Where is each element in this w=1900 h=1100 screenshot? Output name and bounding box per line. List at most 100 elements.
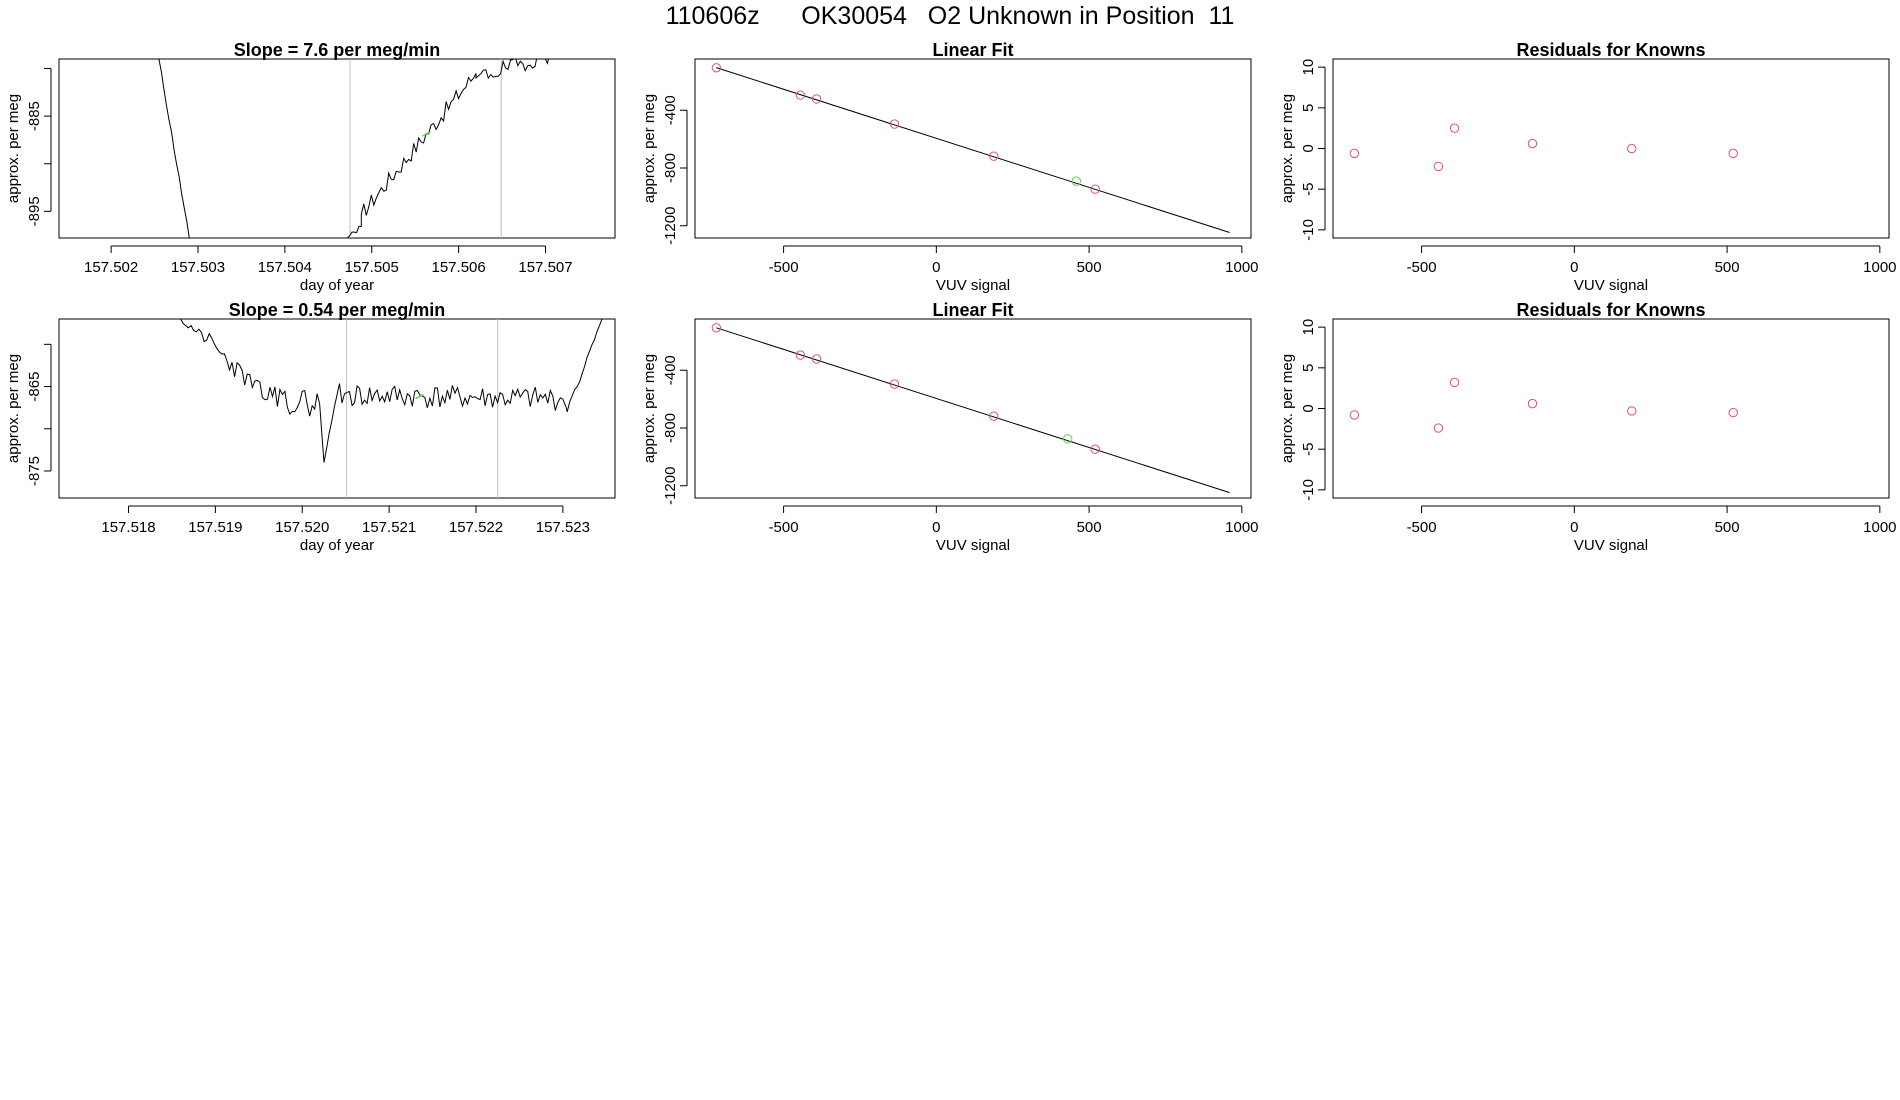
plot-area (1349, 123, 1738, 172)
residual-point (1449, 377, 1460, 388)
residual-point (1627, 143, 1637, 154)
fit-line (716, 327, 1230, 494)
x-axis-label: VUV signal (1574, 277, 1648, 294)
x-tick-label: 157.518 (101, 519, 155, 536)
panel-title: Linear Fit (932, 300, 1013, 320)
fit-line (716, 67, 1230, 233)
plot-frame (1332, 58, 1890, 239)
panel-fit1: Linear Fit -500 0 500 1000 VUV signal -1200 -80… (641, 40, 1259, 294)
y-tick-label: -5 (1300, 183, 1317, 196)
x-tick-label: -500 (769, 519, 799, 536)
known-point (711, 63, 722, 73)
known-point (1090, 444, 1100, 454)
y-tick-label: -1200 (662, 207, 679, 245)
x-tick-label: 157.506 (432, 259, 486, 276)
y-tick-label: 5 (1300, 364, 1317, 372)
y-tick-label: -10 (1300, 479, 1317, 501)
residual-point (1527, 138, 1538, 149)
panel-title: Residuals for Knowns (1516, 300, 1705, 320)
y-tick-label: 10 (1300, 59, 1317, 76)
x-tick-label: -500 (1407, 519, 1437, 536)
residual-point (1728, 148, 1738, 159)
x-tick-label: 500 (1715, 519, 1740, 536)
plot-area (158, 59, 550, 238)
x-tick-label: 0 (1570, 259, 1578, 276)
plot-frame (58, 58, 616, 239)
x-tick-label: -500 (769, 259, 799, 276)
residual-point (1349, 410, 1360, 420)
plot-frame (694, 318, 1252, 499)
x-tick-label: 500 (1715, 259, 1740, 276)
x-tick-label: 157.523 (536, 519, 590, 536)
known-point (989, 151, 999, 161)
y-tick-label: -865 (26, 372, 43, 402)
panel-title: Slope = 0.54 per meg/min (229, 300, 446, 320)
known-point (889, 119, 900, 129)
residual-point (1449, 123, 1460, 133)
y-axis-label: approx. per meg (5, 94, 22, 203)
residual-point (1728, 407, 1738, 418)
y-tick-label: -10 (1300, 219, 1317, 241)
x-tick-label: 0 (932, 259, 940, 276)
y-tick-label: 10 (1300, 319, 1317, 336)
y-axis-label: approx. per meg (5, 354, 22, 463)
plot-area (1349, 377, 1738, 433)
x-tick-label: 157.502 (84, 259, 138, 276)
plot-frame (58, 318, 616, 499)
unknown-point (1063, 434, 1073, 444)
x-tick-label: 500 (1077, 259, 1102, 276)
panel-title: Linear Fit (932, 40, 1013, 60)
known-point (811, 94, 822, 104)
plot-area (711, 63, 1230, 233)
residual-point (1527, 398, 1538, 409)
y-axis-label: approx. per meg (1279, 354, 1296, 463)
y-tick-label: -400 (662, 355, 679, 385)
y-tick-label: -885 (26, 101, 43, 131)
y-tick-label: -5 (1300, 443, 1317, 456)
x-tick-label: 157.522 (449, 519, 503, 536)
y-tick-label: -800 (662, 413, 679, 443)
residual-point (1627, 406, 1637, 416)
signal-trace (158, 59, 550, 238)
x-tick-label: 1000 (1225, 259, 1258, 276)
known-point (795, 90, 806, 100)
plot-frame (694, 58, 1252, 239)
y-tick-label: -875 (26, 456, 43, 486)
x-tick-label: 1000 (1863, 519, 1896, 536)
x-axis-label: VUV signal (1574, 537, 1648, 554)
x-tick-label: 0 (1570, 519, 1578, 536)
x-axis-label: VUV signal (936, 277, 1010, 294)
y-axis-label: approx. per meg (641, 94, 658, 203)
x-axis-label: VUV signal (936, 537, 1010, 554)
known-point (795, 350, 806, 360)
known-point (1090, 184, 1100, 194)
x-tick-label: 157.520 (275, 519, 329, 536)
plot-frame (1332, 318, 1890, 499)
panel-title: Slope = 7.6 per meg/min (234, 40, 441, 60)
panel-ts2: Slope = 0.54 per meg/min 157.518 157.519 15… (5, 300, 616, 554)
x-tick-label: 1000 (1225, 519, 1258, 536)
x-tick-label: 157.504 (258, 259, 312, 276)
panel-res2: Residuals for Knowns -500 0 500 1000 VUV sign… (1279, 300, 1897, 554)
known-point (989, 411, 999, 421)
residual-point (1433, 423, 1444, 433)
signal-trace (180, 319, 603, 463)
panel-ts1: Slope = 7.6 per meg/min 157.502 157.503 157… (5, 40, 616, 294)
y-tick-label: 5 (1300, 104, 1317, 112)
residual-point (1433, 161, 1444, 172)
x-tick-label: 157.503 (171, 259, 225, 276)
plot-area (711, 323, 1230, 494)
y-tick-label: 0 (1300, 144, 1317, 152)
y-tick-label: 0 (1300, 404, 1317, 412)
y-tick-label: -800 (662, 153, 679, 183)
plot-area (180, 319, 603, 498)
x-axis-label: day of year (300, 277, 374, 294)
x-tick-label: 157.521 (362, 519, 416, 536)
panel-res1: Residuals for Knowns -500 0 500 1000 VUV sign… (1279, 40, 1897, 294)
y-axis-label: approx. per meg (1279, 94, 1296, 203)
x-tick-label: 157.519 (188, 519, 242, 536)
known-point (889, 379, 900, 389)
x-axis-label: day of year (300, 537, 374, 554)
unknown-point (1071, 176, 1081, 186)
